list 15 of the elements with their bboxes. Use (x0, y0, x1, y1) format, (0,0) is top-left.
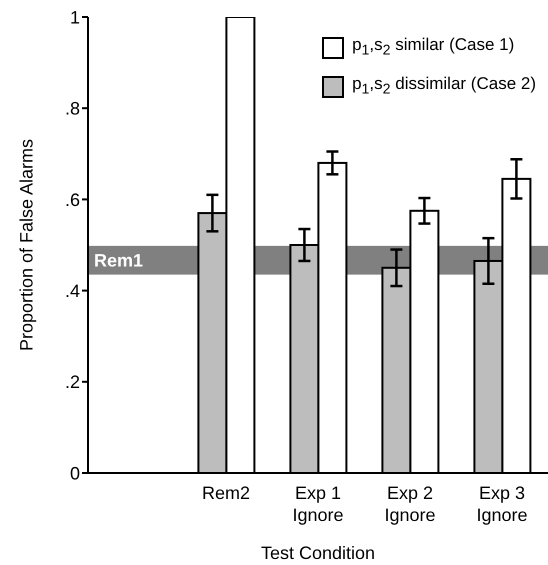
y-tick-label: .8 (64, 98, 80, 119)
y-tick-label: 1 (70, 7, 80, 28)
y-axis-title: Proportion of False Alarms (16, 138, 36, 352)
x-tick-label: Exp 1 Ignore (292, 483, 344, 525)
x-tick-label: Exp 2 Ignore (384, 483, 436, 525)
y-tick-label: 0 (70, 463, 80, 484)
y-tick-label: .4 (64, 280, 80, 301)
x-tick-label: Rem2 (202, 483, 250, 503)
legend-label: p$_{1}$,s$_{2}$ similar (Case 1) (352, 34, 514, 60)
band-label: Rem1 (94, 250, 144, 271)
x-tick-label: Exp 3 Ignore (476, 483, 528, 525)
legend-label: p$_{1}$,s$_{2}$ dissimilar (Case 2) (352, 73, 536, 100)
y-tick-label: .6 (64, 190, 80, 210)
y-tick-label: .2 (64, 372, 80, 392)
x-axis-title: Test Condition (260, 543, 376, 563)
